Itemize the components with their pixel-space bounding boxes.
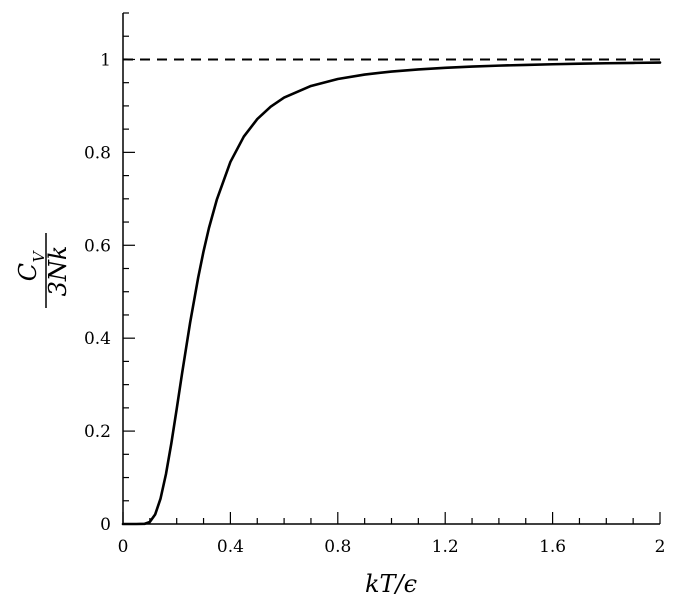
- y-tick-label: 0.8: [84, 143, 111, 163]
- tick-labels: 0 0.2 0.4 0.6 0.8 1 0 0.4 0.8 1.2 1.6 2: [84, 50, 665, 557]
- y-tick-label: 0.2: [84, 422, 111, 442]
- y-label-denominator: 3Nk: [44, 246, 72, 297]
- plot-frame: [122, 13, 660, 525]
- y-tick-label: 0.4: [84, 329, 111, 349]
- x-tick-label: 0.8: [324, 537, 351, 557]
- y-tick-label: 1: [100, 50, 111, 70]
- series-layer: [121, 58, 662, 526]
- y-tick-label: 0.6: [84, 236, 111, 256]
- y-label-numerator-subscript: V: [30, 249, 48, 262]
- axis-ticks: [122, 12, 661, 525]
- x-tick-label: 2: [655, 537, 666, 557]
- y-label-numerator: C: [14, 263, 42, 281]
- solid-series-line: [121, 61, 662, 526]
- x-tick-label: 0.4: [217, 537, 244, 557]
- x-tick-label: 1.6: [539, 537, 566, 557]
- x-tick-label: 1.2: [432, 537, 459, 557]
- y-axis-label: C V 3Nk: [14, 233, 72, 308]
- y-tick-label: 0: [100, 515, 111, 535]
- x-tick-label: 0: [118, 537, 129, 557]
- x-axis-label: kT/ϵ: [365, 570, 417, 598]
